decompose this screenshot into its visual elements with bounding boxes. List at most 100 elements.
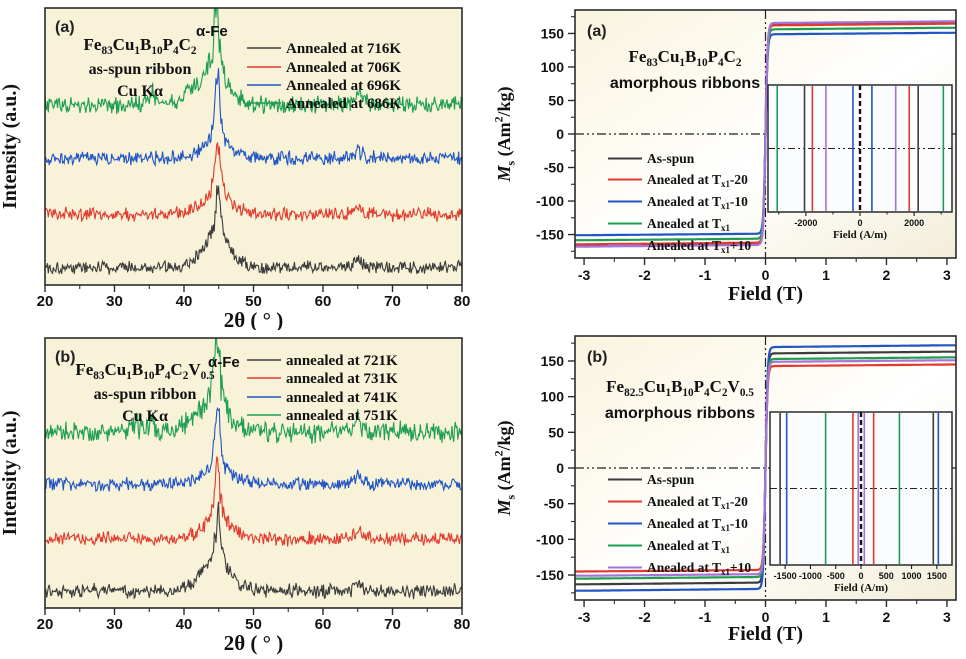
- legend-label: Annealed at 716K: [286, 41, 401, 57]
- series-path-annealed-at-731K: [45, 456, 462, 547]
- x-axis-title: 2θ ( ° ): [224, 631, 284, 655]
- x-tick-label: 80: [454, 293, 471, 310]
- inset-x-tick-label: -500: [827, 571, 845, 581]
- xrd_b-svg: 20 30 40 50 60 70 80 2θ ( ° ) Intensity (a.u.) (b…: [0, 337, 471, 655]
- x-tick-label: 60: [315, 293, 332, 310]
- legend-label: Anealed at Tx1-20: [647, 494, 748, 511]
- sample-formula: Fe83Cu1B10P4C2: [629, 47, 742, 69]
- y-tick-label: 150: [541, 25, 565, 41]
- subtitle-radiation: Cu Kα: [117, 83, 163, 100]
- x-tick-label: 70: [384, 293, 401, 310]
- legend-label: annealed at 751K: [286, 408, 398, 424]
- panel-label: (b): [55, 349, 75, 366]
- series-path-Annealed-at-716K: [45, 185, 462, 275]
- x-tick-label: 30: [106, 616, 123, 633]
- legend-label: Anealed at Tx1+10: [647, 238, 751, 255]
- legend-label: As-spun: [647, 472, 695, 487]
- alpha-fe-peak-label: α-Fe: [196, 23, 228, 40]
- inset-x-axis-title: Field (A/m): [833, 229, 887, 241]
- legend-label: As-spun: [647, 151, 695, 166]
- x-tick-label: 3: [943, 609, 951, 625]
- x-tick-label: 0: [762, 609, 770, 625]
- subtitle-ribbon: as-spun ribbon: [89, 61, 192, 78]
- series-path-4: [575, 359, 956, 577]
- inset-x-tick-label: 500: [879, 571, 894, 581]
- series-path-Annealed-at-686K: [45, 8, 462, 115]
- y-tick-label: -50: [544, 160, 564, 176]
- x-tick-label: 60: [315, 616, 332, 633]
- xrd_a-svg: 20 30 40 50 60 70 80 2θ ( ° ) Intensity (a.u.) (a…: [0, 7, 471, 330]
- plot-background: [45, 8, 462, 285]
- y-tick-label: -100: [536, 193, 564, 209]
- x-tick-label: 30: [106, 293, 123, 310]
- mh_a-svg: -2000 0 2000 Field (A/m) -3 -2 -1 0 1 2 3 150 100 50 0…: [491, 9, 957, 305]
- xrd-panel-a: 20 30 40 50 60 70 80 2θ ( ° ) Intensity (a.u.) (a…: [0, 0, 490, 330]
- x-tick-label: 0: [762, 267, 770, 283]
- legend-label: Annealed at 696K: [286, 78, 401, 94]
- inset-x-tick-label: -1500: [774, 571, 797, 581]
- legend-label: annealed at 741K: [286, 390, 398, 406]
- xrd-panel-b: 20 30 40 50 60 70 80 2θ ( ° ) Intensity (a.u.) (b…: [0, 330, 490, 659]
- x-tick-label: 2: [883, 609, 891, 625]
- subtitle-ribbon: as-spun ribbon: [94, 386, 197, 403]
- panel-label: (a): [55, 19, 75, 36]
- y-tick-label: 100: [541, 59, 565, 75]
- y-tick-label: 50: [548, 92, 564, 108]
- x-tick-label: 80: [454, 616, 471, 633]
- x-tick-label: -2: [638, 267, 651, 283]
- series-path-annealed-at-741K: [45, 406, 462, 493]
- inset-x-tick-label: 0: [857, 218, 862, 228]
- x-tick-label: 40: [176, 293, 193, 310]
- subtitle-ribbons: amorphous ribbons: [605, 405, 755, 422]
- sample-formula: Fe83Cu1B10P4C2V0.5: [75, 360, 215, 382]
- legend-label: Anealed at Tx1-10: [647, 194, 748, 211]
- legend-label: Annealed at 686K: [286, 96, 401, 112]
- y-tick-label: -150: [536, 227, 564, 243]
- x-tick-label: 50: [245, 293, 262, 310]
- x-tick-label: 2: [883, 267, 891, 283]
- y-axis-title: Ms (Am2/kg): [491, 86, 517, 182]
- inset-x-tick-label: 2000: [904, 218, 924, 228]
- y-tick-label: -50: [544, 496, 564, 512]
- x-tick-label: -2: [638, 609, 651, 625]
- x-tick-label: -3: [578, 609, 591, 625]
- y-tick-label: 0: [556, 460, 564, 476]
- series-group: [45, 8, 462, 275]
- series-path-Annealed-at-706K: [45, 141, 462, 223]
- legend-label: Anealed at Tx1-10: [647, 516, 748, 533]
- x-axis-title: Field (T): [728, 283, 803, 305]
- legend-label: annealed at 721K: [286, 353, 398, 369]
- series-path-annealed-at-751K: [45, 338, 462, 444]
- x-tick-label: 1: [822, 609, 830, 625]
- sample-formula: Fe82.5Cu1B10P4C2V0.5: [606, 377, 754, 399]
- sample-formula: Fe83Cu1B10P4C2: [84, 35, 197, 57]
- x-tick-label: 40: [176, 616, 193, 633]
- inset-x-tick-label: 0: [858, 571, 863, 581]
- mh-panel-b: -1500 -1000 -500 0 500 1000 1500 Field (A/m) -3-…: [490, 330, 966, 659]
- y-axis-title: Ms (Am2/kg): [491, 420, 517, 516]
- x-tick-label: 20: [37, 616, 54, 633]
- panel-label: (b): [587, 349, 607, 366]
- series-group: [45, 338, 462, 600]
- inset-x-tick-label: 1500: [927, 571, 947, 581]
- legend-label: Anealed at Tx1: [647, 538, 730, 555]
- subtitle-radiation: Cu Kα: [122, 408, 168, 425]
- x-axis-title: Field (T): [728, 623, 803, 645]
- x-tick-label: 70: [384, 616, 401, 633]
- plot-background: [45, 338, 462, 608]
- x-tick-label: 50: [245, 616, 262, 633]
- y-tick-label: 150: [541, 353, 565, 369]
- y-tick-label: -100: [536, 531, 564, 547]
- y-axis-title: Intensity (a.u.): [0, 84, 21, 209]
- x-tick-label: 1: [822, 267, 830, 283]
- legend-label: Anealed at Tx1+10: [647, 560, 751, 577]
- subtitle-ribbons: amorphous ribbons: [610, 75, 760, 92]
- x-tick-label: -3: [578, 267, 591, 283]
- series-path-Annealed-at-696K: [45, 68, 462, 168]
- x-tick-label: 3: [943, 267, 951, 283]
- inset-x-tick-label: -2000: [794, 218, 817, 228]
- x-axis-title: 2θ ( ° ): [224, 308, 284, 330]
- y-tick-label: 100: [541, 389, 565, 405]
